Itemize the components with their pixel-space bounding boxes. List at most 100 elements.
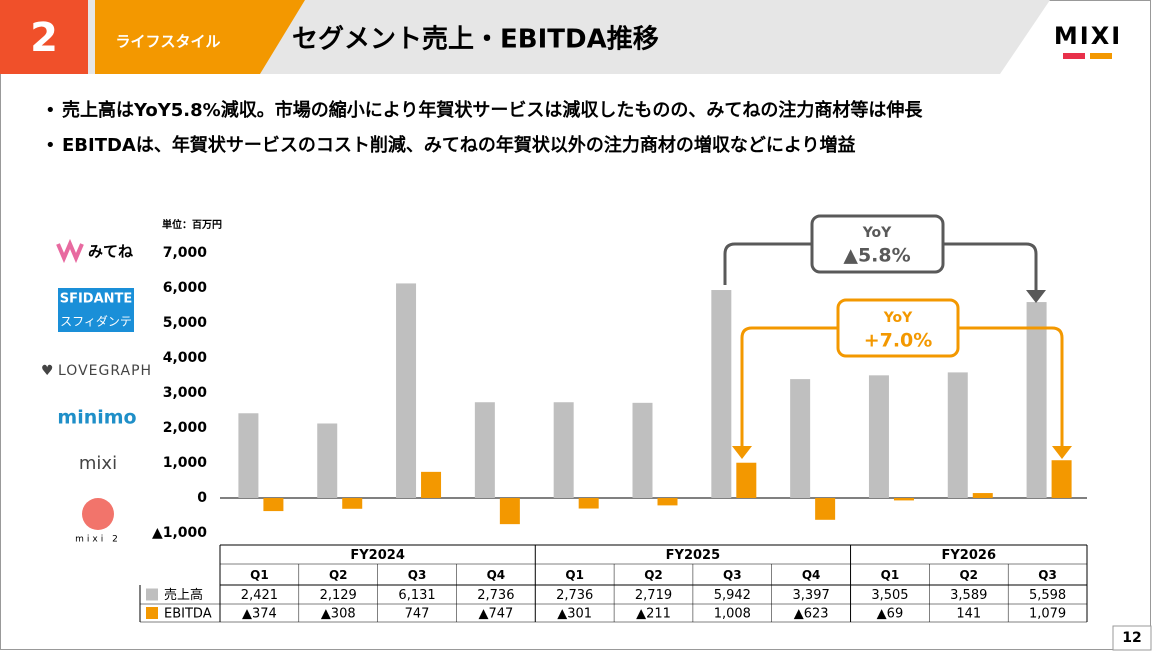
annotations (723, 214, 1072, 459)
brand: mixi (79, 453, 117, 474)
legend-swatch (146, 588, 158, 601)
y-tick-label: 5,000 (163, 315, 208, 331)
bar (790, 379, 811, 498)
bar (868, 375, 889, 498)
page-number: 12 (1122, 630, 1141, 646)
x-tick-label: Q1 (881, 568, 900, 582)
annotation-title: YoY (862, 225, 892, 241)
data-label: 747 (405, 607, 430, 622)
arrow-line (740, 326, 838, 448)
section-number: 2 (30, 15, 58, 61)
bullet: EBITDAは、年賀状サービスのコスト削減、みてねの年賀状以外の注力商材の増収な… (62, 134, 856, 156)
data-label: 5,598 (1029, 588, 1066, 603)
data-label: 3,589 (950, 588, 987, 603)
bar (947, 372, 968, 498)
data-label: 3,505 (871, 588, 908, 603)
data-label: 1,079 (1029, 607, 1066, 622)
legend-label: 売上高 (164, 587, 203, 603)
data-label: ▲301 (557, 607, 592, 622)
bar (815, 498, 836, 520)
y-tick-label: ▲1,000 (152, 525, 207, 541)
unit-label: 単位：百万円 (162, 218, 222, 231)
annotation-box (810, 214, 945, 274)
x-tick-label: Q3 (723, 568, 742, 582)
brand-bg (58, 288, 134, 332)
arrowhead (1026, 290, 1046, 303)
data-label: ▲374 (242, 607, 277, 622)
brand: minimo (57, 407, 136, 429)
bar (238, 413, 259, 498)
data-label: 3,397 (793, 588, 830, 603)
page-title: セグメント売上・EBITDA推移 (292, 25, 659, 55)
legend-label: EBITDA (164, 607, 212, 622)
segment-label: ライフスタイル (115, 33, 220, 51)
arrow-line (943, 242, 1038, 292)
brand: スフィダンテ (60, 314, 132, 329)
arrow-line (723, 242, 812, 285)
y-tick-label: 7,000 (163, 245, 208, 261)
brand: ♥ (41, 363, 55, 379)
data-label: 2,736 (477, 588, 514, 603)
bar (317, 423, 338, 498)
y-tick-label: 4,000 (163, 350, 208, 366)
bar (499, 498, 520, 525)
annotation-box (836, 298, 960, 358)
y-tick-label: 3,000 (163, 385, 208, 401)
data-label: 2,736 (556, 588, 593, 603)
legend-swatch (146, 607, 158, 619)
bar (736, 462, 757, 498)
bar (396, 283, 417, 498)
brand-icon (56, 238, 84, 264)
x-tick-label: Q4 (802, 568, 821, 582)
brand-icon (82, 498, 114, 530)
x-tick-label: Q2 (644, 568, 663, 582)
x-tick-label: Q1 (565, 568, 584, 582)
data-label: 1,008 (714, 607, 751, 622)
bar (632, 402, 653, 498)
arrow-line (958, 326, 1064, 448)
data-label: 2,719 (635, 588, 672, 603)
y-tick-label: 6,000 (163, 280, 208, 296)
bar (578, 498, 599, 509)
data-label: ▲623 (794, 607, 829, 622)
brand: SFIDANTE (60, 292, 133, 307)
x-tick-label: Q2 (329, 568, 348, 582)
logo-bar (1063, 53, 1085, 59)
bar (342, 498, 363, 509)
arrowhead (732, 446, 752, 459)
x-tick-label: Q4 (487, 568, 506, 582)
annotation-text: +7.0% (864, 330, 933, 352)
bar (972, 493, 993, 498)
brand: mixi 2 (75, 535, 121, 545)
bar (893, 498, 914, 501)
bar (263, 498, 284, 512)
arrowhead (1052, 446, 1072, 459)
bar (711, 290, 732, 498)
group-label: FY2025 (666, 548, 720, 563)
logo-bar (1090, 53, 1112, 59)
bar (474, 402, 495, 498)
logo: MIXI (1054, 22, 1122, 50)
x-tick-label: Q3 (408, 568, 427, 582)
brand: みてね (88, 243, 133, 261)
y-tick-label: 0 (197, 490, 207, 506)
group-label: FY2024 (350, 548, 404, 563)
data-label: 141 (956, 607, 981, 622)
y-tick-label: 1,000 (163, 455, 208, 471)
data-label: ▲211 (636, 607, 671, 622)
bar (553, 402, 574, 498)
group-label: FY2026 (942, 548, 996, 563)
bullet-dot: • (45, 135, 56, 156)
data-label: 2,421 (241, 588, 278, 603)
x-tick-label: Q3 (1038, 568, 1057, 582)
x-tick-label: Q1 (250, 568, 269, 582)
page-number-box (1112, 625, 1152, 651)
data-label: ▲69 (877, 607, 904, 622)
data-label: 5,942 (714, 588, 751, 603)
bar (1026, 302, 1047, 498)
data-label: 6,131 (398, 588, 435, 603)
y-tick-label: 2,000 (163, 420, 208, 436)
number-block (0, 0, 88, 74)
data-label: ▲308 (321, 607, 356, 622)
